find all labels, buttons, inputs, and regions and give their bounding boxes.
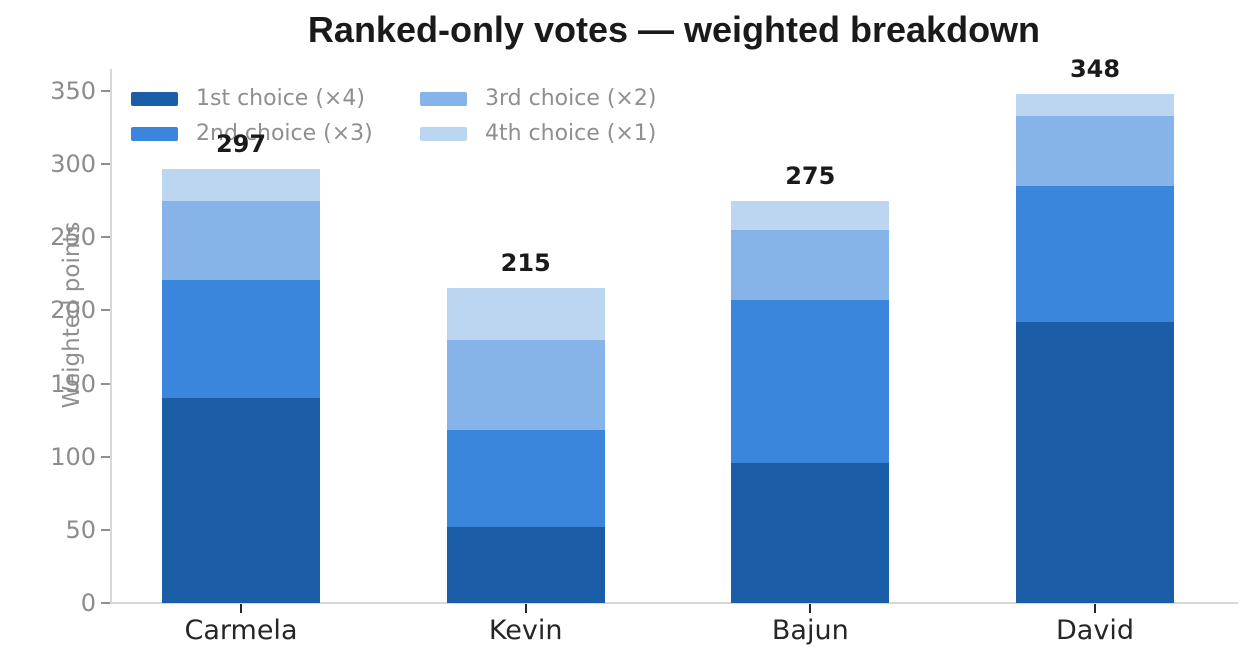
legend-swatch: [131, 92, 178, 106]
total-label-kevin: 215: [500, 249, 551, 278]
y-tick-label: 50: [65, 515, 96, 544]
legend-label: 3rd choice (×2): [485, 86, 657, 111]
legend-swatch: [420, 92, 467, 106]
bar-segment-david: [1016, 115, 1174, 187]
legend-label: 4th choice (×1): [485, 120, 657, 146]
bar-segment-david: [1016, 186, 1174, 323]
y-tick-label: 100: [50, 442, 96, 471]
x-tick: [809, 604, 812, 613]
bar-segment-carmela: [162, 168, 320, 201]
y-tick: [101, 382, 110, 385]
y-tick-label: 250: [50, 223, 96, 252]
x-axis-line: [110, 602, 1238, 604]
y-tick: [101, 602, 110, 604]
bar-segment-bajun: [731, 300, 890, 463]
y-tick: [101, 236, 110, 239]
bar-segment-kevin: [446, 430, 605, 527]
bar-segment-carmela: [162, 200, 320, 280]
bar-segment-bajun: [731, 200, 890, 230]
legend-swatch: [420, 126, 467, 141]
bar-segment-bajun: [731, 229, 890, 301]
bar-segment-david: [1016, 322, 1174, 603]
legend-swatch: [131, 126, 178, 141]
y-tick: [101, 455, 110, 458]
bar-segment-bajun: [731, 462, 890, 603]
y-tick-label: 200: [50, 296, 96, 325]
y-tick: [101, 309, 110, 312]
bar-segment-kevin: [446, 288, 605, 340]
legend-item: 1st choice (×4): [131, 84, 365, 114]
total-label-david: 348: [1069, 54, 1121, 83]
x-tick-label-kevin: Kevin: [488, 615, 563, 646]
bar-segment-david: [1016, 93, 1174, 116]
bar-segment-kevin: [446, 339, 605, 431]
legend-label: 1st choice (×4): [196, 86, 365, 111]
legend-item: 4th choice (×1): [420, 119, 656, 149]
bar-segment-carmela: [162, 398, 320, 603]
x-tick: [1094, 604, 1096, 613]
y-tick-label: 350: [50, 77, 96, 105]
y-tick: [101, 90, 110, 92]
x-tick-label-david: David: [1056, 615, 1134, 646]
y-tick-label: 0: [80, 589, 96, 617]
chart-title: Ranked-only votes — weighted breakdown: [307, 9, 1041, 50]
y-tick-label: 150: [50, 369, 96, 398]
total-label-carmela: 297: [215, 129, 267, 158]
x-tick-label-carmela: Carmela: [184, 615, 298, 646]
bar-segment-carmela: [162, 279, 320, 399]
legend-item: 2nd choice (×3): [131, 119, 373, 149]
y-tick: [101, 528, 110, 531]
x-tick-label-bajun: Bajun: [771, 615, 849, 646]
legend-label: 2nd choice (×3): [196, 120, 373, 146]
y-tick-label: 300: [50, 150, 96, 179]
y-axis-spine: [110, 69, 112, 604]
x-tick: [524, 604, 527, 613]
x-tick: [240, 604, 242, 613]
bar-segment-kevin: [446, 526, 605, 603]
y-tick: [101, 163, 110, 166]
legend-item: 3rd choice (×2): [420, 84, 656, 114]
total-label-bajun: 275: [785, 161, 836, 190]
